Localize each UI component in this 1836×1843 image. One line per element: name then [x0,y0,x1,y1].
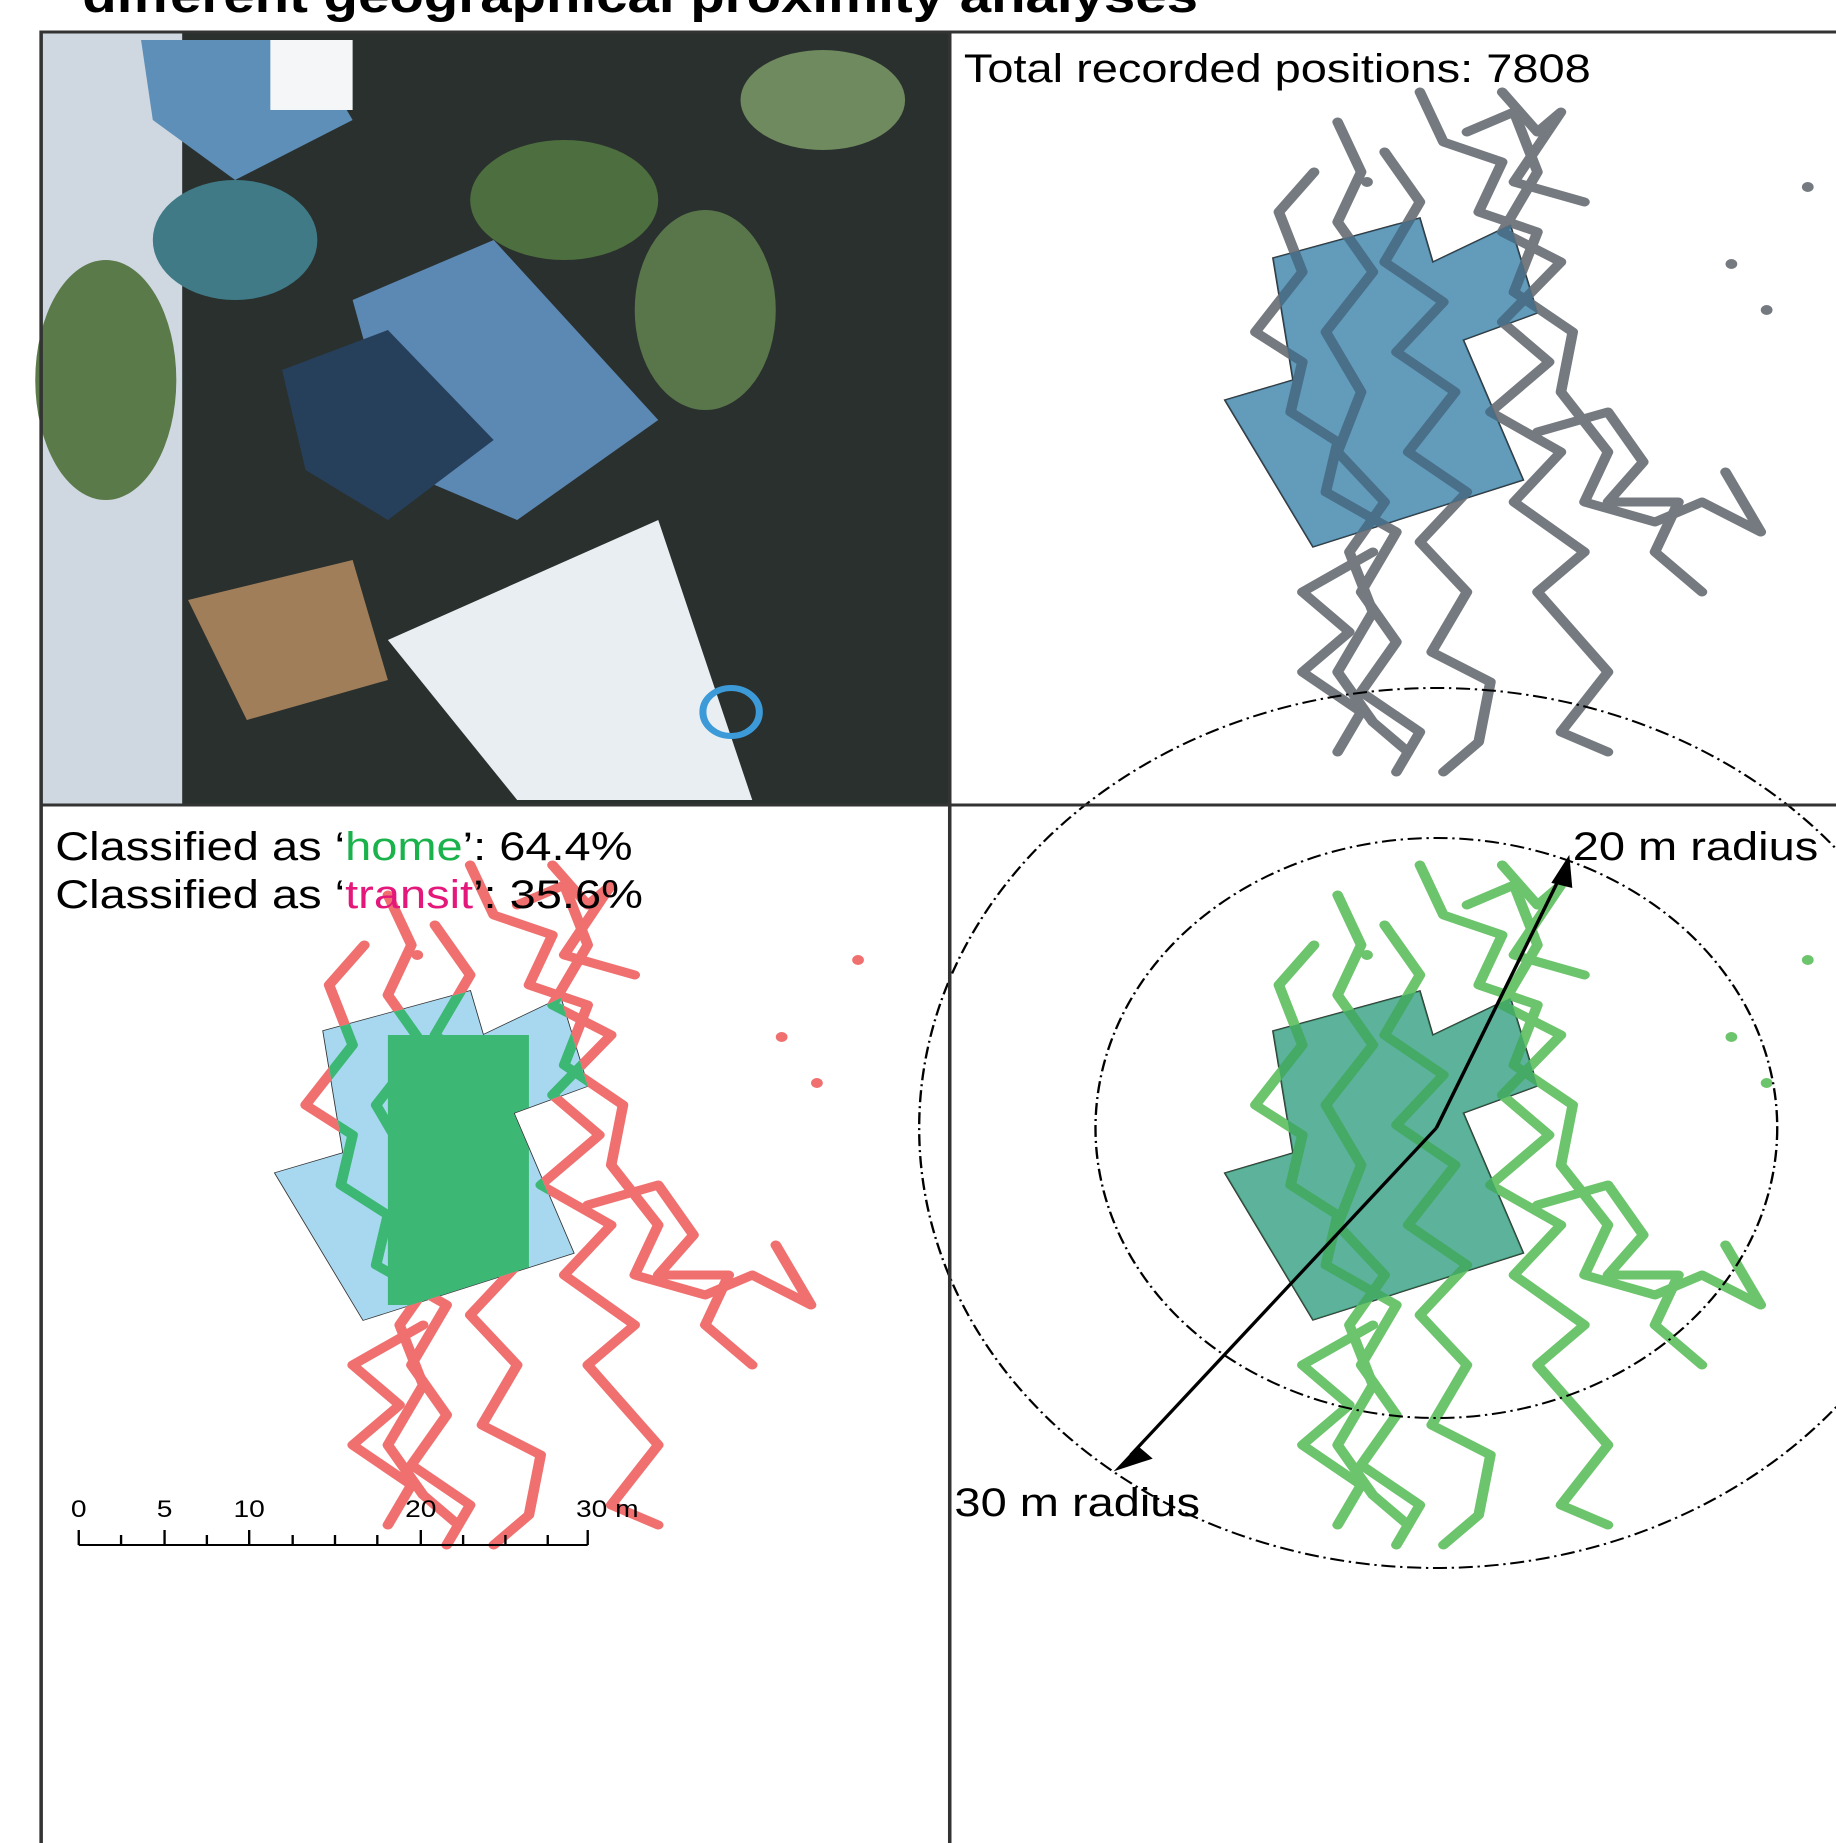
figure: different geographical proximity analyse… [0,0,1836,1843]
scale-label: 10 [234,1495,265,1522]
positions-label: Total recorded positions: 7808 [964,46,1591,91]
outer-radius-label: 30 m radius [954,1480,1200,1525]
scale-label: 0 [71,1495,87,1522]
aerial-photo [35,32,949,805]
scale-label: 5 [157,1495,173,1522]
transit-label: Classified as ‘transit’: 35.6% [55,872,643,917]
positions-panel [1225,92,1814,772]
classification-panel [0,805,909,1578]
scale-label: 30 m [576,1495,639,1522]
figure-title: different geographical proximity analyse… [82,0,1198,23]
radius-panel [1225,865,1814,1545]
page: {"title": "different geographical proxim… [0,0,1836,1843]
home-label: Classified as ‘home’: 64.4% [55,824,632,869]
inner-radius-label: 20 m radius [1573,824,1819,869]
scale-label: 20 [405,1495,436,1522]
